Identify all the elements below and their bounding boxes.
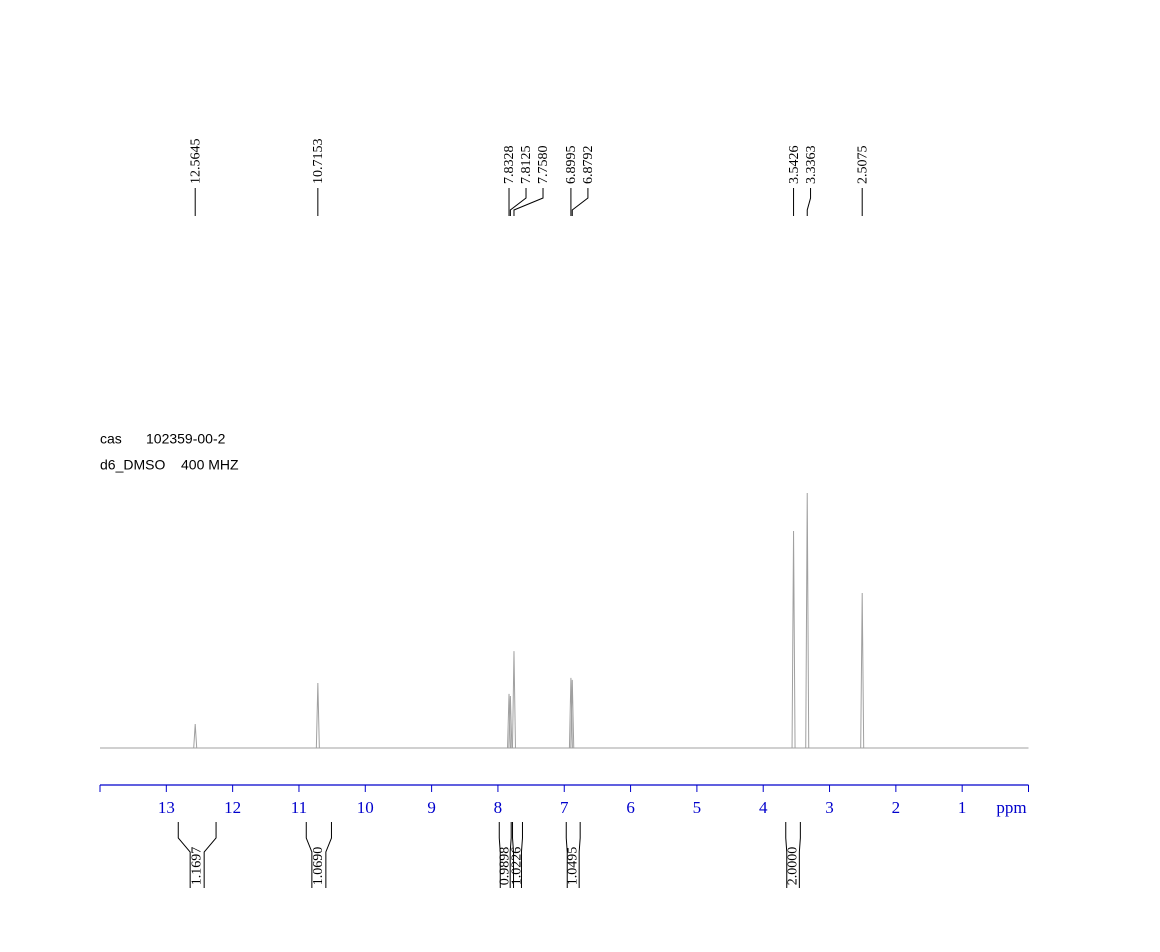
integral-label: 2.0000 bbox=[785, 847, 800, 886]
peak-label: 7.7580 bbox=[536, 146, 551, 185]
integral-bracket bbox=[325, 822, 332, 888]
peak bbox=[568, 677, 573, 749]
x-tick-label: 10 bbox=[357, 798, 374, 817]
integral-label: 1.1697 bbox=[189, 847, 204, 886]
x-tick-label: 2 bbox=[892, 798, 901, 817]
x-tick-label: 1 bbox=[958, 798, 967, 817]
x-tick-label: 5 bbox=[693, 798, 702, 817]
peak-leader bbox=[806, 188, 812, 216]
peak-label: 12.5645 bbox=[188, 139, 203, 185]
sample-solvent: d6_DMSO bbox=[100, 457, 165, 473]
integral-bracket bbox=[565, 822, 568, 888]
x-tick-label: 8 bbox=[494, 798, 503, 817]
peak-label: 2.5075 bbox=[855, 146, 870, 185]
peak-label: 6.8995 bbox=[564, 146, 579, 185]
sample-frequency: 400 MHZ bbox=[181, 457, 239, 473]
integral-label: 1.0690 bbox=[311, 847, 326, 886]
x-axis-label: ppm bbox=[996, 798, 1026, 817]
integral-label: 0.9898 bbox=[497, 847, 512, 886]
peak-leader bbox=[571, 188, 589, 216]
integral-bracket bbox=[512, 822, 515, 888]
integral-label: 1.0226 bbox=[510, 847, 525, 886]
integral-bracket bbox=[498, 822, 501, 888]
peak bbox=[805, 492, 810, 749]
integral-bracket bbox=[509, 822, 512, 888]
sample-cas: 102359-00-2 bbox=[146, 431, 226, 447]
peak bbox=[511, 651, 516, 749]
peak-label: 7.8328 bbox=[502, 146, 517, 185]
peak bbox=[507, 693, 512, 749]
peak bbox=[508, 695, 513, 749]
integral-bracket bbox=[520, 822, 523, 888]
x-tick-label: 11 bbox=[291, 798, 307, 817]
peak-label: 10.7153 bbox=[311, 139, 326, 185]
integral-bracket bbox=[177, 822, 191, 888]
x-tick-label: 7 bbox=[560, 798, 569, 817]
peak bbox=[860, 592, 865, 749]
peak bbox=[193, 723, 198, 749]
x-tick-label: 13 bbox=[158, 798, 175, 817]
peak-label: 7.8125 bbox=[519, 146, 534, 185]
peak bbox=[791, 530, 796, 749]
integral-label: 1.0495 bbox=[565, 847, 580, 886]
peak-label: 3.5426 bbox=[787, 146, 802, 185]
peak-label: 6.8792 bbox=[581, 146, 596, 185]
peak-label: 3.3363 bbox=[804, 146, 819, 185]
integral-bracket bbox=[785, 822, 788, 888]
peak bbox=[315, 682, 320, 749]
peak-leader bbox=[509, 188, 527, 216]
x-tick-label: 3 bbox=[825, 798, 834, 817]
integral-bracket bbox=[798, 822, 801, 888]
x-tick-label: 12 bbox=[224, 798, 241, 817]
integral-bracket bbox=[305, 822, 313, 888]
x-tick-label: 9 bbox=[427, 798, 436, 817]
x-tick-label: 4 bbox=[759, 798, 768, 817]
integral-bracket bbox=[578, 822, 581, 888]
integral-bracket bbox=[203, 822, 217, 888]
x-tick-label: 6 bbox=[626, 798, 635, 817]
peak-leader bbox=[513, 188, 544, 216]
peak bbox=[570, 679, 575, 749]
sample-label: cas bbox=[100, 431, 122, 447]
